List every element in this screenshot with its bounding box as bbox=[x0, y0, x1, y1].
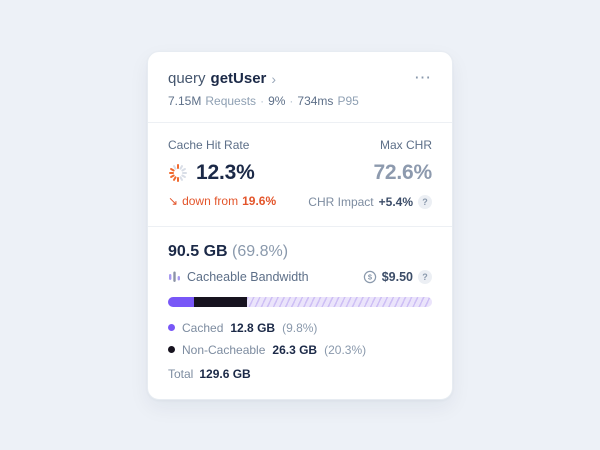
chr-impact-row: CHR Impact +5.4% ? bbox=[308, 194, 432, 209]
trend-text: down from bbox=[182, 193, 239, 208]
chevron-right-icon[interactable]: › bbox=[271, 70, 277, 87]
trend-row: ↘ down from 19.6% bbox=[168, 194, 276, 208]
svg-text:$: $ bbox=[368, 272, 373, 281]
hit-rate-value-row: 12.3% bbox=[168, 161, 276, 185]
bandwidth-percent: (69.8%) bbox=[232, 242, 289, 260]
help-icon[interactable]: ? bbox=[418, 194, 432, 209]
legend-value: 12.8 GB bbox=[230, 320, 276, 335]
cost-group: $ $9.50 ? bbox=[363, 269, 432, 284]
more-menu-button[interactable]: ⋯ bbox=[414, 68, 432, 87]
max-chr-column: Max CHR 72.6% CHR Impact +5.4% ? bbox=[308, 138, 432, 209]
legend-name: Cached bbox=[182, 320, 224, 335]
query-kind: query bbox=[168, 69, 206, 87]
help-icon[interactable]: ? bbox=[418, 269, 432, 284]
hit-rate-label: Cache Hit Rate bbox=[168, 137, 250, 152]
spinner-gauge-icon bbox=[168, 163, 188, 183]
cache-hit-rate-section: Cache Hit Rate bbox=[148, 123, 452, 226]
legend-item-non-cacheable: Non-Cacheable 26.3 GB (20.3%) bbox=[168, 343, 432, 357]
legend-percent: (9.8%) bbox=[282, 320, 318, 335]
coin-dollar-icon: $ bbox=[363, 270, 377, 284]
legend-percent: (20.3%) bbox=[324, 342, 367, 357]
bar-segment-cached bbox=[168, 296, 194, 307]
requests-value: 7.15M bbox=[168, 93, 202, 108]
chr-impact-label: CHR Impact bbox=[308, 194, 374, 209]
chr-impact-value: +5.4% bbox=[378, 194, 413, 209]
max-chr-label: Max CHR bbox=[379, 137, 432, 152]
divider bbox=[148, 121, 452, 123]
legend-item-cached: Cached 12.8 GB (9.8%) bbox=[168, 321, 432, 335]
total-value: 129.6 GB bbox=[199, 366, 251, 381]
separator-dot: · bbox=[260, 93, 265, 108]
cost-value: $9.50 bbox=[381, 269, 413, 284]
hit-rate-column: Cache Hit Rate bbox=[168, 138, 276, 209]
percent-stat: 9% bbox=[268, 93, 286, 108]
query-stats: 7.15M Requests · 9% · 734ms P95 bbox=[168, 94, 432, 122]
query-name: getUser bbox=[210, 69, 267, 87]
title-row: query getUser › ⋯ bbox=[168, 68, 432, 87]
p95-label: P95 bbox=[337, 93, 359, 108]
p95-value: 734ms bbox=[297, 93, 334, 108]
cached-dot-icon bbox=[168, 324, 175, 331]
max-chr-value: 72.6% bbox=[373, 160, 432, 184]
cacheable-bandwidth-label: Cacheable Bandwidth bbox=[187, 269, 309, 284]
bandwidth-section: 90.5 GB (69.8%) Cacheable Bandwidth bbox=[148, 227, 452, 399]
legend-value: 26.3 GB bbox=[272, 342, 318, 357]
max-chr-value-row: 72.6% bbox=[373, 161, 432, 185]
legend-name: Non-Cacheable bbox=[182, 342, 266, 357]
trend-value: 19.6% bbox=[242, 193, 277, 208]
bar-segment-cacheable bbox=[247, 296, 432, 307]
bandwidth-legend: Cached 12.8 GB (9.8%) Non-Cacheable 26.3… bbox=[168, 321, 432, 357]
total-row: Total 129.6 GB bbox=[168, 367, 432, 381]
trend-down-icon: ↘ bbox=[168, 193, 179, 208]
hit-rate-value: 12.3% bbox=[196, 160, 255, 184]
card-header: query getUser › ⋯ 7.15M Requests · 9% · … bbox=[148, 52, 452, 122]
requests-label: Requests bbox=[205, 93, 257, 108]
total-label: Total bbox=[168, 366, 194, 381]
bandwidth-progress-bar bbox=[168, 296, 432, 307]
bandwidth-bars-icon bbox=[168, 270, 181, 283]
bar-segment-non-cacheable bbox=[193, 296, 248, 307]
separator-dot: · bbox=[289, 93, 294, 108]
query-metrics-card: query getUser › ⋯ 7.15M Requests · 9% · … bbox=[147, 50, 453, 400]
bandwidth-headline: 90.5 GB (69.8%) bbox=[168, 243, 432, 261]
bandwidth-label-row: Cacheable Bandwidth $ $9.50 ? bbox=[168, 269, 432, 284]
non-cacheable-dot-icon bbox=[168, 346, 175, 353]
bandwidth-value: 90.5 GB bbox=[168, 242, 228, 260]
divider bbox=[148, 225, 452, 227]
